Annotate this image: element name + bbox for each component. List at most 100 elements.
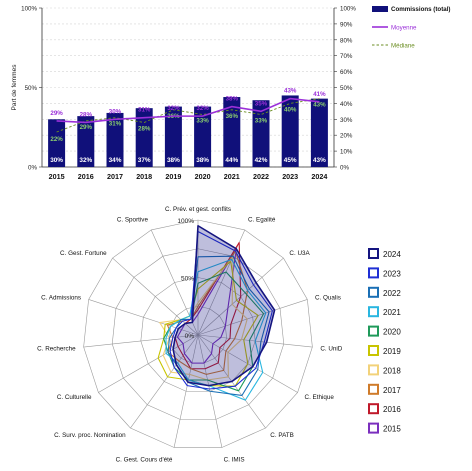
mediane-line (56, 98, 320, 133)
radar-axis-label: C. Qualis (315, 294, 341, 301)
x-tick-label: 2022 (253, 172, 269, 181)
bar-value-label: 34% (109, 157, 122, 164)
legend-label-2022: 2022 (383, 289, 401, 298)
radar-axis-label: C. Culturelle (57, 394, 92, 401)
bar-2019 (164, 106, 182, 167)
legend-label-2023: 2023 (383, 269, 401, 278)
x-tick-label: 2020 (195, 172, 211, 181)
x-tick-label: 2019 (165, 172, 181, 181)
legend-swatch-2016 (368, 403, 379, 415)
legend-swatch-2017 (368, 383, 379, 395)
mediane-value-label: 40% (284, 106, 297, 113)
left-axis-tick-label: 0% (28, 165, 37, 172)
radar-axis-label: C. Surv. proc. Nomination (54, 432, 126, 439)
radar-axis-label: C. Egalité (248, 217, 276, 224)
legend-label-2019: 2019 (383, 347, 401, 356)
right-axis-tick-label: 20% (340, 133, 353, 140)
left-axis-tick-label: 100% (21, 6, 37, 13)
radar-ring-label: 0% (185, 333, 195, 340)
mediane-value-label: 33% (255, 118, 268, 125)
left-axis-tick-label: 50% (25, 85, 38, 92)
mediane-value-label: 22% (50, 136, 63, 143)
radar-series-2021 (165, 258, 267, 401)
radar-ring (111, 248, 285, 420)
radar-axis-label: C. Prév. et gest. conflits (165, 206, 231, 213)
right-axis-tick-label: 90% (340, 21, 353, 28)
moyenne-value-label: 32% (167, 105, 180, 112)
bar-2020 (194, 106, 212, 167)
moyenne-value-label: 38% (226, 96, 239, 103)
bar-2018 (135, 108, 153, 167)
x-tick-label: 2021 (224, 172, 240, 181)
bar-value-label: 38% (167, 157, 180, 164)
bar-2023 (281, 95, 299, 167)
x-tick-label: 2016 (78, 172, 94, 181)
moyenne-value-label: 43% (284, 88, 297, 95)
legend-swatch-2018 (368, 364, 379, 376)
bar-value-label: 45% (284, 157, 297, 164)
legend-swatch-2019 (368, 345, 379, 356)
radar-axis-label: C. Admissions (41, 294, 81, 301)
legend-swatch-commissions (372, 6, 388, 12)
mediane-value-label: 28% (138, 125, 151, 132)
right-axis-tick-label: 60% (340, 69, 353, 76)
bar-2021 (223, 97, 241, 167)
bar-value-label: 37% (138, 157, 151, 164)
radar-spoke (83, 334, 199, 348)
radar-series-2023 (169, 230, 273, 390)
radar-spoke (98, 334, 199, 393)
bar-2022 (252, 100, 270, 167)
radar-series-2015 (176, 248, 237, 364)
x-tick-label: 2015 (49, 172, 65, 181)
legend-label-2016: 2016 (383, 405, 401, 414)
right-axis-tick-label: 70% (340, 53, 353, 60)
moyenne-value-label: 35% (255, 100, 268, 107)
legend-swatch-2023 (368, 267, 379, 279)
radar-axis-label: C. U3A (289, 250, 310, 257)
bar-value-label: 32% (79, 157, 92, 164)
moyenne-value-label: 41% (313, 91, 326, 98)
radar-axis-label: C. Sportive (117, 217, 149, 224)
right-axis-tick-label: 10% (340, 149, 353, 156)
legend-label-mediane: Médiane (391, 43, 415, 50)
moyenne-value-label: 31% (138, 107, 151, 114)
bar-value-label: 42% (255, 157, 268, 164)
moyenne-line (56, 97, 320, 124)
radar-series-2024 (172, 224, 276, 387)
right-axis-tick-label: 50% (340, 85, 353, 92)
legend-label-2020: 2020 (383, 328, 401, 337)
bar-value-label: 30% (50, 157, 63, 164)
radar-spoke (173, 334, 199, 448)
bar-2017 (106, 112, 124, 167)
radar-ring-label: 50% (181, 276, 194, 283)
bar-value-label: 38% (196, 157, 209, 164)
bar-2015 (48, 119, 66, 167)
mediane-value-label: 33% (196, 118, 209, 125)
radar-spoke (88, 299, 199, 336)
legend-swatch-2022 (368, 286, 379, 298)
right-axis-tick-label: 40% (340, 101, 353, 108)
legend-label-moyenne: Moyenne (391, 25, 417, 32)
radar-axis-label: C. Recherche (37, 345, 76, 352)
radar-spoke (197, 229, 246, 336)
radar-axis-label: C. IMIS (224, 456, 245, 463)
bar-value-label: 44% (225, 157, 238, 164)
bar-value-label: 43% (313, 157, 326, 164)
bar-2024 (310, 98, 328, 167)
radar-ring (83, 219, 313, 448)
mediane-value-label: 43% (313, 102, 326, 109)
radar-spoke (150, 229, 199, 336)
legend-swatch-2015 (368, 422, 379, 434)
bar-2016 (77, 116, 95, 167)
legend-swatch-2021 (368, 306, 379, 318)
radar-axis-label: C. Gest. Fortune (60, 250, 107, 257)
radar-axis-label: C. Ethique (305, 394, 335, 401)
radar-series-2018 (159, 255, 248, 381)
legend-swatch-2024 (368, 248, 379, 259)
right-axis-tick-label: 100% (340, 6, 356, 13)
x-tick-label: 2017 (107, 172, 123, 181)
legend-label-2024: 2024 (383, 250, 401, 259)
moyenne-value-label: 32% (196, 105, 209, 112)
